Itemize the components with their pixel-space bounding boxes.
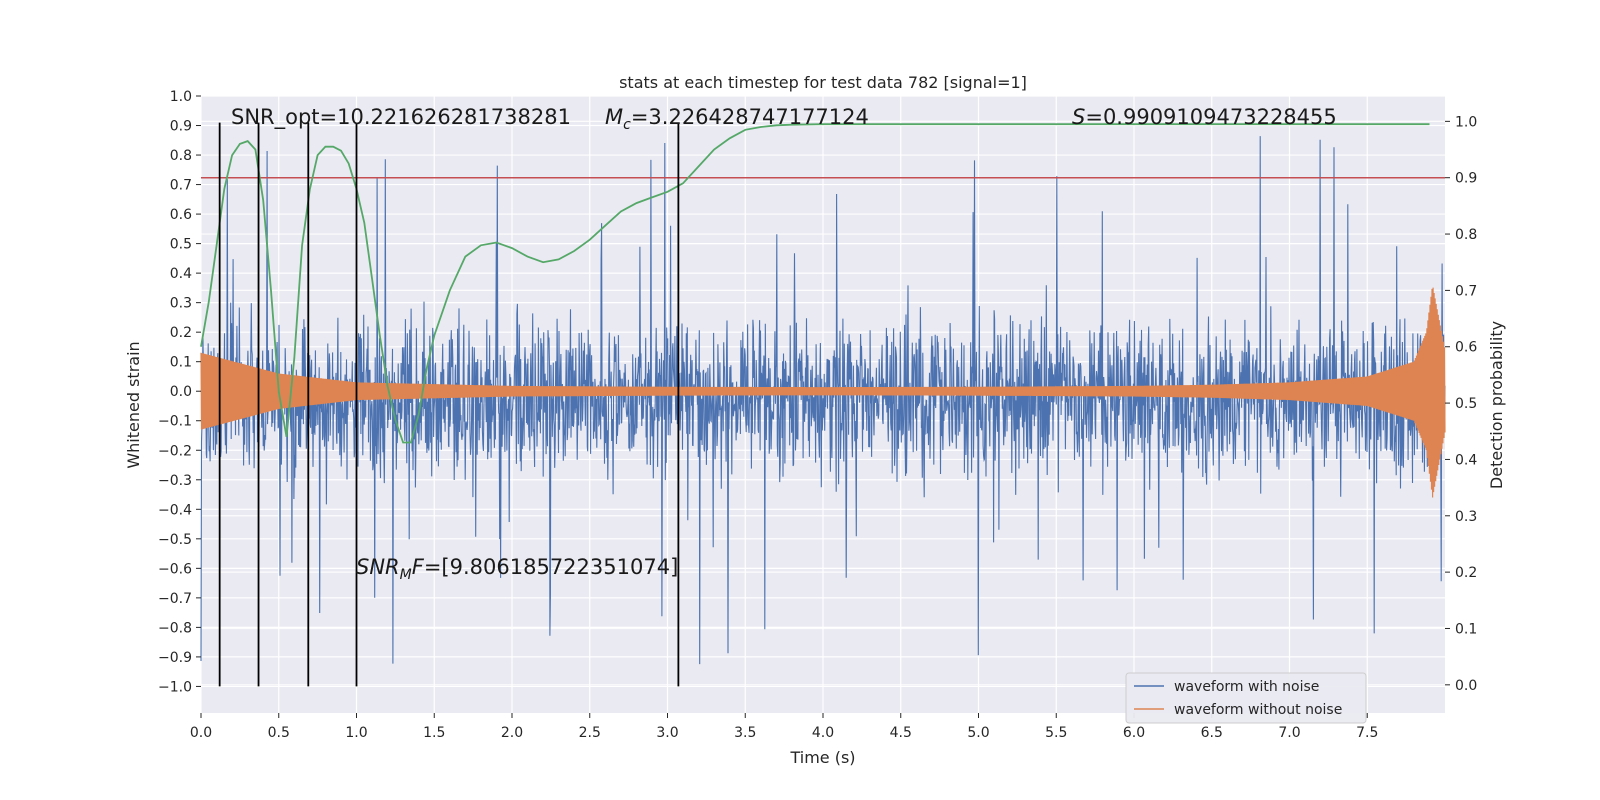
y-tick-label: 0.8 <box>170 148 192 164</box>
snrmf-symbol: SNR <box>356 555 400 579</box>
x-tick-label: 0.0 <box>190 725 212 741</box>
y-tick-label: 0.5 <box>170 237 192 253</box>
series-layer <box>200 123 1446 665</box>
y-tick-label: 0.3 <box>170 296 192 312</box>
legend-label-noise: waveform with noise <box>1174 679 1319 695</box>
ticks: 0.0 0.5 1.0 1.5 2.0 2.5 3.0 3.5 4.0 4.5 5.0 5.5 6.0 6… <box>158 89 1477 741</box>
y-right-tick-label: 0.2 <box>1455 565 1477 581</box>
y-right-tick-label: 0.6 <box>1455 340 1477 356</box>
x-tick-label: 7.0 <box>1278 725 1300 741</box>
y-right-tick-label: 0.3 <box>1455 509 1477 525</box>
y-right-tick-label: 0.5 <box>1455 396 1477 412</box>
mc-value: =3.226428747177124 <box>631 105 869 129</box>
series-detection-probability <box>200 123 1430 444</box>
s-value: =0.9909109473228455 <box>1085 105 1336 129</box>
y-right-tick-label: 0.0 <box>1455 678 1477 694</box>
series-waveform-without-noise <box>200 287 1446 498</box>
annotation-snrmf: SNRMF=[9.806185722351074] <box>356 555 678 583</box>
x-tick-label: 3.5 <box>734 725 756 741</box>
y-tick-label: −0.1 <box>158 414 192 430</box>
y-right-tick-label: 0.9 <box>1455 171 1477 187</box>
x-tick-label: 2.5 <box>579 725 601 741</box>
y-tick-label: 0.2 <box>170 325 192 341</box>
x-tick-label: 5.0 <box>967 725 989 741</box>
y-tick-label: −0.7 <box>158 591 192 607</box>
y-tick-label: 0.7 <box>170 178 192 194</box>
y-right-tick-label: 0.1 <box>1455 621 1477 637</box>
y-tick-label: −0.3 <box>158 473 192 489</box>
x-tick-label: 5.5 <box>1045 725 1067 741</box>
y-right-tick-label: 0.4 <box>1455 452 1477 468</box>
annotation-mc: Mc=3.226428747177124 <box>605 105 869 133</box>
s-symbol: S <box>1072 105 1085 129</box>
x-tick-label: 1.0 <box>345 725 367 741</box>
y-tick-label: −0.4 <box>158 502 192 518</box>
x-tick-label: 2.0 <box>501 725 523 741</box>
legend-box <box>1125 672 1367 724</box>
y-right-axis-label: Detection probability <box>1487 321 1506 489</box>
y-right-tick-label: 1.0 <box>1455 114 1477 130</box>
mc-subscript: c <box>623 117 631 133</box>
mc-symbol: M <box>605 105 623 129</box>
x-tick-label: 6.5 <box>1201 725 1223 741</box>
legend: waveform with noise waveform without noi… <box>1125 672 1367 724</box>
snrmf-value: =[9.806185722351074] <box>424 555 678 579</box>
y-tick-label: 0.1 <box>170 355 192 371</box>
x-tick-label: 3.0 <box>656 725 678 741</box>
vertical-lines <box>218 122 680 687</box>
x-tick-label: 7.5 <box>1356 725 1378 741</box>
x-tick-label: 1.5 <box>423 725 445 741</box>
x-tick-label: 4.0 <box>812 725 834 741</box>
y-tick-label: 0.4 <box>170 266 192 282</box>
x-tick-label: 6.0 <box>1123 725 1145 741</box>
y-tick-label: 1.0 <box>170 89 192 105</box>
y-tick-label: −0.6 <box>158 561 192 577</box>
x-tick-label: 4.5 <box>890 725 912 741</box>
annotation-snr-opt: SNR_opt=10.221626281738281 <box>231 105 571 130</box>
snrmf-tail: F <box>412 555 425 579</box>
y-tick-label: −0.8 <box>158 620 192 636</box>
y-tick-label: 0.9 <box>170 119 192 135</box>
y-tick-label: −0.5 <box>158 532 192 548</box>
annotation-s: S=0.9909109473228455 <box>1072 105 1337 129</box>
series-waveform-with-noise <box>200 136 1446 665</box>
y-tick-label: 0.0 <box>170 384 192 400</box>
snrmf-subscript: M <box>400 567 412 583</box>
y-right-tick-label: 0.7 <box>1455 283 1477 299</box>
legend-label-clean: waveform without noise <box>1174 702 1342 718</box>
y-tick-label: −0.9 <box>158 650 192 666</box>
y-tick-label: −0.2 <box>158 443 192 459</box>
x-tick-label: 0.5 <box>268 725 290 741</box>
y-right-tick-label: 0.8 <box>1455 227 1477 243</box>
x-axis-label: Time (s) <box>789 748 855 767</box>
y-tick-label: −1.0 <box>158 679 192 695</box>
y-axis-label: Whitened strain <box>124 341 143 468</box>
chart-title: stats at each timestep for test data 782… <box>619 73 1027 92</box>
y-tick-label: 0.6 <box>170 207 192 223</box>
